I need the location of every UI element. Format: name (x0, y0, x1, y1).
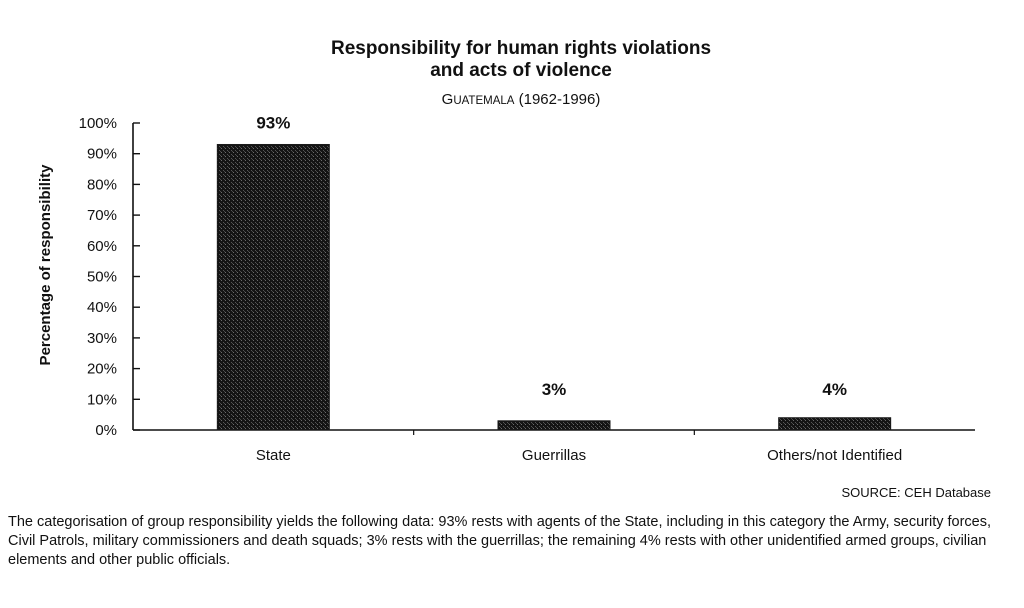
y-tick-label: 100% (79, 115, 117, 132)
y-tick-label: 50% (87, 269, 117, 286)
data-labels-group: 93% 3% 4% (256, 113, 847, 399)
bar-chart: Responsibility for human rights violatio… (37, 38, 991, 500)
x-axis-ticks (413, 430, 695, 435)
chart-subtitle: GUATEMALA (1962-1996) (442, 91, 601, 108)
category-labels-group: State Guerrillas Others/not Identified (256, 447, 902, 464)
subtitle-initial: G (442, 91, 454, 108)
source-note: SOURCE: CEH Database (841, 485, 991, 500)
category-label: Guerrillas (522, 447, 586, 464)
y-tick-label: 40% (87, 299, 117, 316)
y-tick-label: 80% (87, 176, 117, 193)
y-tick-label: 70% (87, 207, 117, 224)
y-tick-label: 30% (87, 330, 117, 347)
bar-others-not-identified (778, 417, 892, 431)
y-axis-label: Percentage of responsibility (37, 164, 54, 366)
y-tick-label: 0% (95, 422, 117, 439)
bar-guerrillas (497, 420, 611, 431)
y-axis-ticks: 0% 10% 20% 30% 40% 50% 60% 70% 80% 90% 100% (79, 115, 140, 439)
y-tick-label: 10% (87, 391, 117, 408)
data-label: 93% (256, 113, 290, 132)
subtitle-smallcaps: UATEMALA (453, 95, 514, 107)
subtitle-years: (1962-1996) (514, 91, 600, 108)
data-label: 3% (542, 380, 567, 399)
data-label: 4% (822, 380, 847, 399)
y-tick-label: 60% (87, 238, 117, 255)
category-label: State (256, 447, 291, 464)
bar-state (216, 143, 330, 431)
category-label: Others/not Identified (767, 447, 902, 464)
chart-title-line1: Responsibility for human rights violatio… (331, 38, 711, 59)
y-tick-label: 90% (87, 146, 117, 163)
bars-group (216, 143, 892, 431)
figure-caption: The categorisation of group responsibili… (8, 514, 992, 568)
chart-title-line2: and acts of violence (430, 60, 612, 81)
y-tick-label: 20% (87, 361, 117, 378)
